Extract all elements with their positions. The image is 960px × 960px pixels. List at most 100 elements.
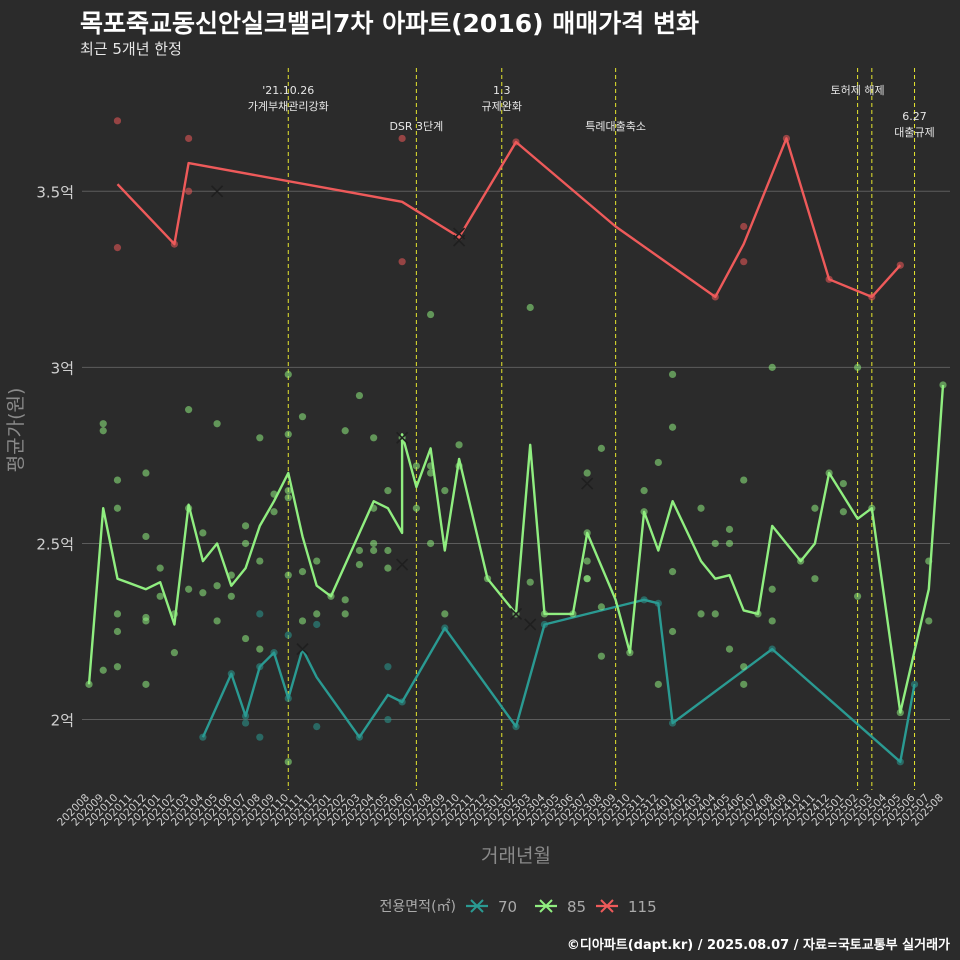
data-point <box>697 610 705 618</box>
data-cross-marker <box>453 234 466 247</box>
data-point <box>284 631 292 639</box>
data-point <box>668 370 677 379</box>
legend-swatch-cross <box>539 899 553 913</box>
data-point <box>398 258 406 266</box>
data-point <box>256 645 264 653</box>
data-point <box>85 680 93 688</box>
data-point <box>256 733 264 741</box>
data-point <box>427 469 435 477</box>
data-point <box>384 487 392 495</box>
data-point <box>412 504 420 512</box>
data-point <box>185 134 193 143</box>
event-label: 가계부채관리강화 <box>248 100 329 113</box>
data-point <box>597 652 606 660</box>
data-point <box>256 557 264 565</box>
data-point <box>241 719 250 727</box>
event-label: 6.27 <box>902 110 927 123</box>
data-point <box>668 568 677 576</box>
data-point <box>185 585 193 593</box>
data-point <box>185 406 193 414</box>
data-point <box>241 522 250 530</box>
event-label: 토허제 해제 <box>831 83 885 97</box>
data-point <box>654 680 662 688</box>
data-point <box>740 663 748 671</box>
data-point <box>142 469 150 477</box>
data-point <box>725 525 734 533</box>
data-point <box>854 363 862 371</box>
data-point <box>583 557 591 565</box>
data-point <box>284 370 292 379</box>
data-point <box>384 564 392 572</box>
data-point <box>654 458 662 467</box>
data-point <box>199 529 207 537</box>
data-point <box>313 610 321 618</box>
data-point <box>341 427 349 435</box>
data-point <box>427 539 435 548</box>
data-point <box>213 582 221 590</box>
data-point <box>241 539 250 548</box>
data-point <box>370 434 378 442</box>
data-point <box>170 649 178 657</box>
x-axis-title: 거래년월 <box>481 845 551 867</box>
data-point <box>355 560 364 569</box>
data-cross-marker <box>524 618 537 631</box>
data-point <box>113 610 122 618</box>
data-point <box>725 539 734 548</box>
legend-label: 85 <box>567 898 586 916</box>
data-point <box>583 575 591 583</box>
chart-title: 목포죽교동신안실크밸리7차 아파트(2016) 매매가격 변화 <box>80 9 699 38</box>
data-point <box>341 610 349 618</box>
data-point <box>768 585 776 593</box>
data-point <box>113 627 122 636</box>
data-point <box>384 663 392 671</box>
data-point <box>142 532 150 541</box>
data-point <box>298 413 307 421</box>
data-point <box>284 494 292 502</box>
data-point <box>583 469 591 477</box>
chart-subtitle: 최근 5개년 한정 <box>80 40 182 58</box>
data-point <box>455 441 463 449</box>
event-label: 규제완화 <box>482 100 522 113</box>
series-line <box>201 598 916 763</box>
data-point <box>839 479 847 488</box>
data-point <box>113 476 122 484</box>
data-point <box>597 603 606 611</box>
data-cross-marker <box>396 431 409 444</box>
data-point <box>341 596 349 604</box>
data-cross-marker <box>396 558 409 571</box>
data-point <box>270 508 278 516</box>
y-tick-label: 2억 <box>51 712 74 730</box>
data-point <box>142 680 150 688</box>
source-caption: ©디아파트(dapt.kr) / 2025.08.07 / 자료=국토교통부 실… <box>566 938 950 953</box>
y-tick-label: 3억 <box>51 359 74 377</box>
data-point <box>740 680 748 688</box>
data-point <box>412 462 420 470</box>
data-point <box>313 620 321 629</box>
data-point <box>313 557 321 565</box>
data-point <box>113 663 122 671</box>
data-point <box>241 634 250 643</box>
y-tick-label: 3.5억 <box>36 183 74 201</box>
data-point <box>668 627 677 636</box>
data-point <box>284 571 292 579</box>
data-point <box>99 666 107 674</box>
data-point <box>811 575 819 583</box>
data-point <box>441 610 449 618</box>
event-label: '21.10.26 <box>262 84 314 97</box>
data-point <box>156 592 164 600</box>
data-point <box>298 617 307 625</box>
data-point <box>441 487 449 495</box>
data-cross-marker <box>509 607 523 620</box>
data-point <box>355 391 364 400</box>
event-label: 대출규제 <box>894 126 934 139</box>
data-point <box>284 430 292 438</box>
data-point <box>597 444 606 452</box>
data-point <box>839 508 847 516</box>
data-point <box>711 539 719 548</box>
data-point <box>99 427 107 435</box>
data-point <box>668 423 677 431</box>
data-point <box>99 420 107 428</box>
data-cross-marker <box>581 477 594 490</box>
data-point <box>213 420 221 428</box>
